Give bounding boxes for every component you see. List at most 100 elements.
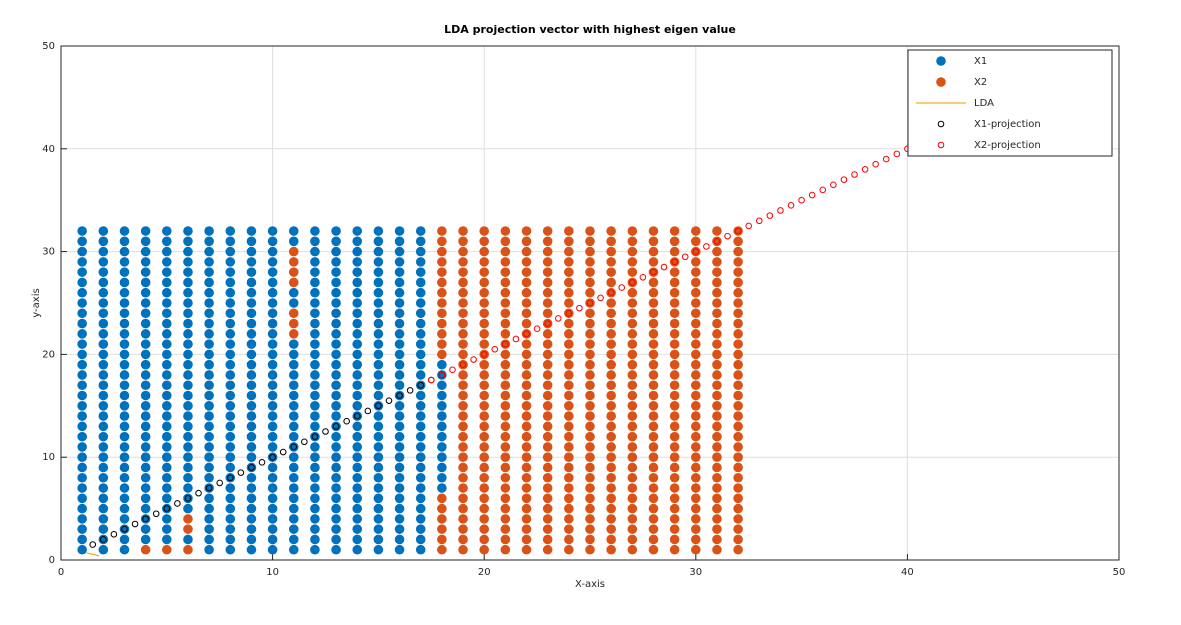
point xyxy=(521,339,532,349)
point xyxy=(618,284,626,291)
point xyxy=(394,483,405,493)
point xyxy=(669,411,680,421)
point xyxy=(607,289,615,297)
point xyxy=(733,462,743,473)
point xyxy=(585,503,595,514)
point xyxy=(204,452,214,463)
point xyxy=(373,349,384,360)
point xyxy=(77,287,87,298)
point xyxy=(225,277,236,288)
point xyxy=(204,483,214,493)
point xyxy=(352,380,363,391)
point xyxy=(310,544,320,555)
point xyxy=(267,390,278,401)
point xyxy=(162,236,172,247)
point xyxy=(597,294,604,302)
point xyxy=(394,534,405,545)
point xyxy=(585,534,595,545)
point xyxy=(162,277,172,288)
point xyxy=(310,411,320,421)
point xyxy=(458,544,468,555)
point xyxy=(119,246,130,257)
point xyxy=(225,349,236,360)
point xyxy=(627,236,638,247)
point xyxy=(288,452,299,463)
point xyxy=(183,472,193,483)
point xyxy=(267,514,278,524)
point xyxy=(542,318,553,329)
point xyxy=(163,505,171,512)
point xyxy=(415,277,426,288)
point xyxy=(394,421,405,432)
point xyxy=(267,493,278,504)
point xyxy=(394,226,405,236)
point xyxy=(564,339,574,349)
point xyxy=(521,329,532,339)
point xyxy=(140,257,151,267)
point xyxy=(606,298,616,308)
point xyxy=(733,483,743,493)
point xyxy=(183,442,193,452)
point xyxy=(479,329,490,339)
point xyxy=(352,493,363,504)
point xyxy=(98,236,109,247)
point xyxy=(502,340,509,348)
point xyxy=(691,514,701,524)
point xyxy=(703,243,710,250)
point xyxy=(521,462,532,473)
point xyxy=(204,370,214,380)
point xyxy=(140,421,151,432)
point xyxy=(691,267,701,277)
legend-label: X2 xyxy=(974,77,987,88)
point xyxy=(627,493,638,504)
point xyxy=(564,524,574,534)
point xyxy=(437,308,447,319)
point xyxy=(733,236,743,247)
point xyxy=(669,226,680,236)
point xyxy=(542,442,553,452)
point xyxy=(500,287,511,298)
point xyxy=(288,318,299,329)
point xyxy=(458,431,468,442)
point xyxy=(119,236,130,247)
point xyxy=(331,421,341,432)
point xyxy=(204,246,214,257)
point xyxy=(77,390,87,401)
point xyxy=(542,339,553,349)
point xyxy=(500,318,511,329)
point xyxy=(140,534,151,545)
point xyxy=(606,421,616,432)
point xyxy=(627,226,638,236)
point xyxy=(648,524,659,534)
point xyxy=(500,524,511,534)
point xyxy=(246,267,257,277)
point xyxy=(331,298,341,308)
point xyxy=(267,452,278,463)
y-tick-label: 40 xyxy=(42,144,55,155)
point xyxy=(119,411,130,421)
point xyxy=(712,431,722,442)
point xyxy=(564,226,574,236)
point xyxy=(449,366,456,374)
point xyxy=(77,534,87,545)
point xyxy=(669,277,680,288)
point xyxy=(119,503,130,514)
point xyxy=(479,472,490,483)
point xyxy=(542,503,553,514)
x-tick-label: 30 xyxy=(689,567,702,578)
point xyxy=(627,442,638,452)
legend-label: X2-projection xyxy=(974,140,1041,151)
point xyxy=(288,329,299,339)
point xyxy=(500,380,511,391)
point xyxy=(733,339,743,349)
point xyxy=(415,380,426,391)
point xyxy=(542,483,553,493)
point xyxy=(712,370,722,380)
point xyxy=(267,359,278,370)
point xyxy=(98,472,109,483)
point xyxy=(712,401,722,411)
point xyxy=(394,287,405,298)
point xyxy=(216,479,223,487)
point xyxy=(352,277,363,288)
